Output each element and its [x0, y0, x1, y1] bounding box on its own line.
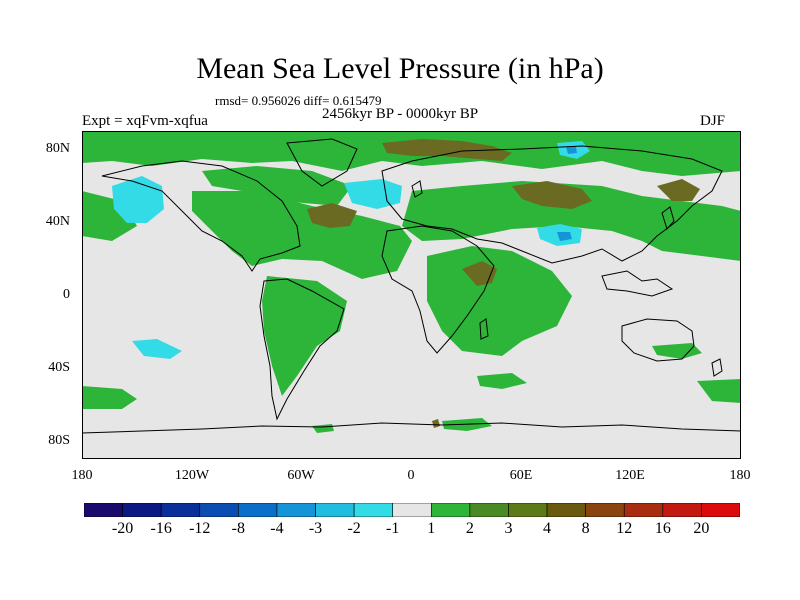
lat-label: 0 — [63, 287, 70, 302]
antarctic-brown-dots — [432, 419, 440, 428]
north-america-coast — [101, 160, 301, 272]
colorbar-label: 4 — [543, 520, 552, 537]
season-label: DJF — [700, 113, 726, 129]
japan-coast — [661, 206, 675, 231]
colorbar-label: -1 — [386, 520, 400, 537]
colorbar-label: 20 — [693, 520, 710, 537]
neutral-field — [82, 131, 741, 459]
map-frame — [82, 131, 741, 459]
lon-label: 180 — [729, 468, 751, 483]
greenland-coast — [286, 138, 358, 187]
eurasia-coast — [381, 145, 723, 264]
pressure-map — [82, 131, 741, 459]
colorbar-label: -12 — [189, 520, 211, 537]
colorbar-label: -2 — [347, 520, 361, 537]
new-zealand-coast — [711, 358, 723, 377]
south-america-coast — [259, 278, 345, 421]
colorbar-label: -3 — [308, 520, 323, 537]
colorbar-label: 2 — [465, 520, 474, 537]
lon-label: 60W — [287, 468, 315, 483]
colorbar-label: 3 — [504, 520, 513, 537]
madagascar-coast — [479, 318, 489, 340]
experiment-label: Expt = xqFvm-xqfua — [82, 113, 208, 129]
colorbar-box — [199, 503, 239, 517]
colorbar-label: -8 — [231, 520, 246, 537]
lat-label: 40N — [45, 214, 70, 229]
australia-green — [652, 343, 702, 359]
colorbar-box — [508, 503, 548, 517]
colorbar-box — [238, 503, 278, 517]
time-period: 2456kyr BP - 0000kyr BP — [322, 106, 479, 122]
rmsd-diff-stats: rmsd= 0.956026 diff= 0.615479 — [215, 93, 382, 108]
coastlines — [82, 138, 741, 434]
colorbar-box — [160, 503, 201, 517]
colorbar-box — [353, 503, 394, 517]
brown-anomaly-regions — [307, 139, 700, 428]
colorbar-label: -16 — [150, 520, 172, 537]
colorbar-box — [276, 503, 316, 517]
southern-ocean-green-right — [697, 379, 741, 403]
eurasia-green — [402, 181, 741, 261]
north-pacific-green — [202, 166, 352, 206]
colorbar-box — [392, 503, 432, 517]
colorbar-box — [469, 503, 509, 517]
colorbar-label: 1 — [427, 520, 436, 537]
lon-label: 60E — [509, 468, 533, 483]
colorbar-label: -20 — [111, 520, 134, 537]
colorbar-box — [623, 503, 664, 517]
colorbar-label: -4 — [270, 520, 284, 537]
southern-ocean-green-left — [82, 386, 137, 409]
maritime-continent-coast — [601, 270, 674, 297]
africa-indian-green — [427, 246, 572, 356]
colorbar-box — [84, 503, 123, 517]
lat-label: 80S — [48, 433, 70, 448]
uk-coast — [411, 180, 423, 198]
arctic-low-core — [566, 147, 577, 154]
colorbar-box — [430, 503, 471, 517]
australia-coast — [621, 318, 695, 362]
colorbar-box — [585, 503, 625, 517]
north-america-atlantic-green — [192, 191, 412, 279]
africa-coast — [381, 225, 495, 354]
lon-label: 0 — [407, 468, 415, 483]
south-pacific-low — [132, 339, 182, 359]
colorbar-box — [315, 503, 355, 517]
central-asia-brown — [512, 181, 592, 209]
lat-label: 40S — [48, 360, 70, 375]
colorbar-box — [701, 503, 740, 517]
west-pacific-brown — [657, 179, 700, 201]
lon-label: 180 — [71, 468, 93, 483]
lon-label: 120E — [615, 468, 645, 483]
atlantic-brown — [307, 203, 357, 228]
antarctica-coast — [82, 422, 741, 434]
lat-label: 80N — [45, 141, 70, 156]
south-america-green — [262, 276, 347, 396]
colorbar — [84, 503, 740, 517]
colorbar-label: 16 — [654, 520, 671, 537]
colorbar-label: 8 — [581, 520, 590, 537]
colorbar-label: 12 — [616, 520, 633, 537]
siberia-brown — [382, 139, 512, 161]
map-title: Mean Sea Level Pressure (in hPa) — [196, 52, 604, 85]
colorbar-box — [662, 503, 702, 517]
southern-ocean-green-mid — [477, 373, 527, 389]
negative-anomaly-regions — [112, 141, 590, 359]
tibet-low-core — [557, 232, 572, 241]
lon-label: 120W — [174, 468, 210, 483]
colorbar-box — [122, 503, 162, 517]
colorbar-box — [546, 503, 586, 517]
